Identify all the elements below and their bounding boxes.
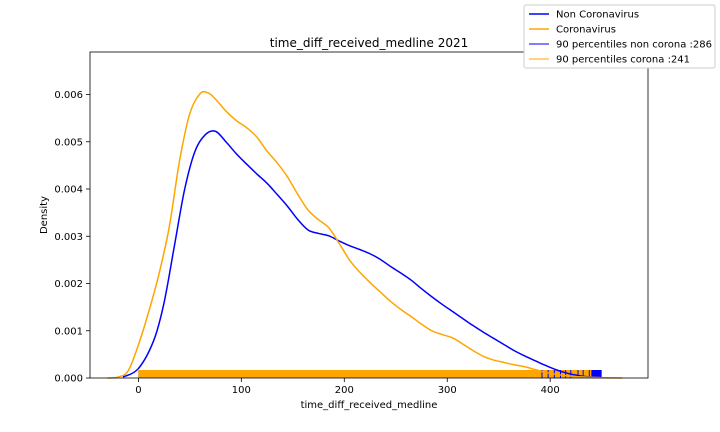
y-tick-label: 0.004 xyxy=(54,185,83,196)
y-tick-label: 0.000 xyxy=(54,374,83,385)
legend-frame xyxy=(523,4,716,69)
plot-frame xyxy=(89,51,649,379)
plot-area xyxy=(90,52,648,378)
x-tick-label: 400 xyxy=(541,385,560,396)
x-axis-label: time_diff_received_medline xyxy=(301,400,438,411)
y-tick-label: 0.001 xyxy=(54,326,83,337)
density-line-0 xyxy=(122,130,602,379)
x-tick-label: 300 xyxy=(438,385,457,396)
legend: Non Coronavirus Coronavirus 90 percentiles… xyxy=(523,4,716,69)
y-tick-label: 0.005 xyxy=(54,137,83,148)
x-axis: 0 100 200 300 400 xyxy=(135,378,560,396)
y-axis: 0.000 0.001 0.002 0.003 0.004 0.005 0.006 xyxy=(54,90,90,385)
y-axis-label: Density xyxy=(39,196,50,234)
rug-band-1 xyxy=(138,370,592,378)
series-layer xyxy=(107,90,623,379)
legend-label: 90 percentiles non corona :286 xyxy=(556,40,712,51)
legend-label: Coronavirus xyxy=(556,25,616,36)
chart-title: time_diff_received_medline 2021 xyxy=(270,36,469,50)
legend-label: Non Coronavirus xyxy=(556,10,639,21)
y-tick-label: 0.003 xyxy=(54,232,83,243)
rug-layer xyxy=(138,370,602,378)
y-tick-label: 0.006 xyxy=(54,90,83,101)
x-tick-label: 100 xyxy=(232,385,251,396)
x-tick-label: 0 xyxy=(135,385,141,396)
density-line-1 xyxy=(107,90,623,379)
x-tick-label: 200 xyxy=(335,385,354,396)
y-tick-label: 0.002 xyxy=(54,279,83,290)
legend-label: 90 percentiles corona :241 xyxy=(556,55,690,66)
